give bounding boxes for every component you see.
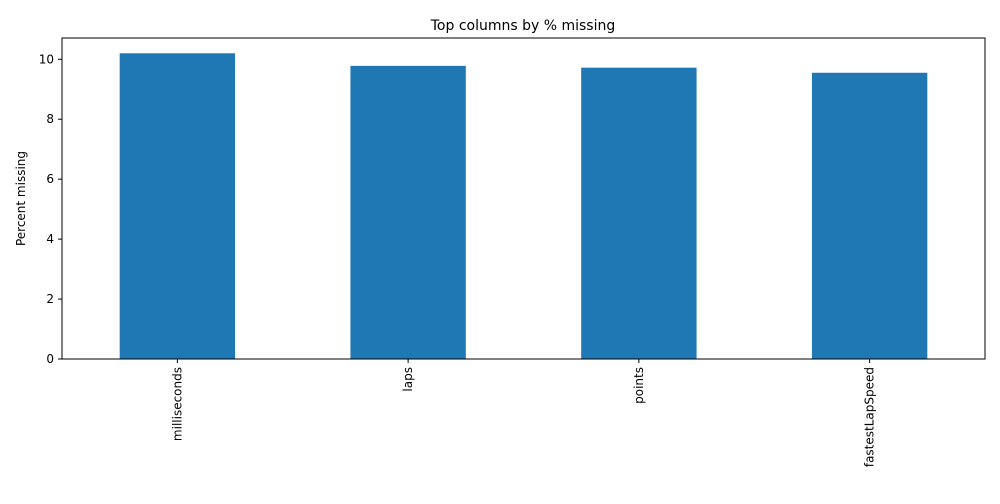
bar-fastestLapSpeed (811, 72, 928, 359)
y-tick-label: 6 (46, 172, 54, 186)
x-tick-label: fastestLapSpeed (863, 367, 877, 467)
y-axis-ticks: 0 2 4 6 8 10 (39, 52, 62, 366)
bar-milliseconds (119, 53, 236, 360)
x-tick-label: points (632, 367, 646, 404)
bar-laps (350, 65, 466, 359)
y-tick-label: 0 (46, 352, 54, 366)
x-tick-label: milliseconds (170, 367, 184, 441)
bars (119, 53, 928, 360)
bar-points (581, 67, 697, 359)
x-tick-label: laps (401, 367, 415, 392)
y-tick-label: 10 (39, 52, 54, 66)
y-tick-label: 2 (46, 292, 54, 306)
y-tick-label: 8 (46, 112, 54, 126)
y-tick-label: 4 (46, 232, 54, 246)
x-axis-ticks: milliseconds laps points fastestLapSpeed (170, 359, 877, 467)
chart-title: Top columns by % missing (430, 18, 616, 34)
plot-frame (61, 37, 986, 360)
y-axis-title: Percent missing (14, 151, 28, 246)
